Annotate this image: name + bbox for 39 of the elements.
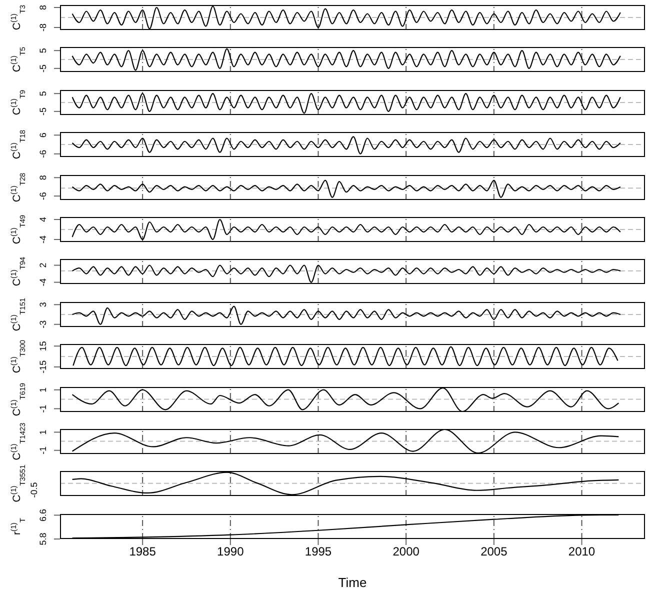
y-tick-label: 6 [38, 132, 48, 138]
text: -0.5 [29, 482, 39, 498]
y-tick-label: -6 [38, 192, 48, 200]
x-tick-label: 2010 [568, 544, 596, 559]
y-tick-label: 1 [38, 430, 48, 435]
line-series [72, 264, 621, 283]
y-tick-label: -1 [38, 446, 48, 454]
y-tick-label: -5 [38, 64, 48, 72]
x-axis-title: Time [338, 575, 367, 590]
y-tick-label: -5 [38, 107, 48, 116]
y-tick-label: -4 [38, 235, 48, 244]
y-tick-label: 3 [38, 302, 48, 308]
y-tick-label: 4 [38, 216, 48, 222]
y-tick-label: -1 [38, 404, 48, 413]
y-tick-label: -4 [38, 278, 48, 286]
line-series [72, 136, 621, 154]
line-series [72, 218, 621, 240]
y-tick-label: 8 [38, 175, 48, 180]
x-tick-label: 1985 [129, 544, 156, 559]
y-tick-label: 2 [38, 262, 48, 268]
y-tick-label: 5 [38, 48, 48, 54]
x-tick-label: 1990 [217, 544, 244, 559]
y-tick-label: -15 [38, 360, 48, 374]
y-tick-label: 1 [38, 387, 48, 392]
line-series [72, 93, 621, 114]
line-series [72, 346, 618, 366]
x-tick-label: 2000 [392, 544, 420, 559]
line-series [72, 306, 621, 325]
y-tick-label: -3 [38, 320, 48, 328]
line-series [72, 180, 621, 198]
y-tick-label: -8 [38, 23, 48, 32]
y-tick-label: 15 [38, 341, 48, 352]
y-tick-label: -6 [38, 150, 48, 158]
y-tick-label: 6.6 [38, 508, 48, 522]
y-tick-label: 8 [38, 4, 48, 10]
y-tick-label: 5.8 [38, 532, 48, 546]
y-tick-label: 5 [38, 91, 48, 96]
x-tick-label: 1995 [304, 544, 332, 559]
x-tick-label: 2005 [480, 544, 508, 559]
